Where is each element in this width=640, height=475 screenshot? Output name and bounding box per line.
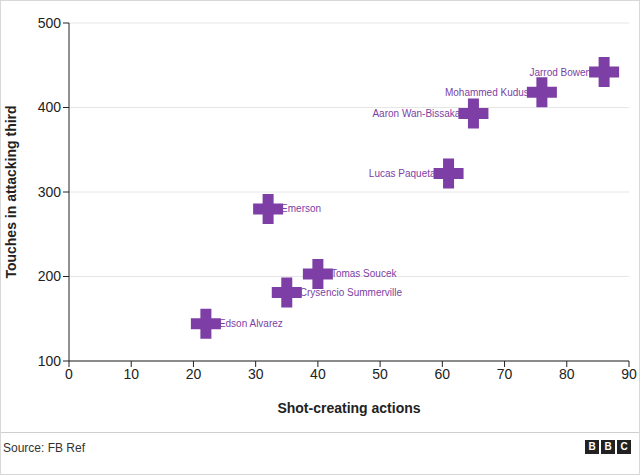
html-text:Source: FB Ref: Source: FB Ref	[3, 441, 85, 455]
svg-text:Aaron Wan-Bissaka: Aaron Wan-Bissaka	[372, 108, 460, 119]
svg-text:Shot-creating actions: Shot-creating actions	[277, 400, 420, 416]
svg-text:10: 10	[123, 366, 139, 382]
svg-text:Emerson: Emerson	[281, 203, 321, 214]
svg-text:400: 400	[38, 99, 62, 115]
html-text:B: B	[588, 441, 596, 452]
svg-text:70: 70	[497, 366, 513, 382]
svg-text:Crysencio Summerville: Crysencio Summerville	[300, 287, 403, 298]
svg-text:60: 60	[435, 366, 451, 382]
svg-text:Mohammed Kudus: Mohammed Kudus	[445, 87, 529, 98]
svg-text:20: 20	[186, 366, 202, 382]
svg-text:30: 30	[248, 366, 264, 382]
html-text:C: C	[620, 441, 628, 452]
svg-text:90: 90	[621, 366, 632, 382]
svg-text:Jarrod Bowen: Jarrod Bowen	[529, 67, 591, 78]
svg-text:Tomas Soucek: Tomas Soucek	[331, 268, 398, 279]
svg-text:100: 100	[38, 353, 62, 369]
svg-text:Edson Alvarez: Edson Alvarez	[219, 318, 283, 329]
svg-text:Lucas Paqueta: Lucas Paqueta	[369, 168, 436, 179]
html-text:B: B	[604, 441, 612, 452]
svg-text:Touches in attacking third: Touches in attacking third	[8, 105, 19, 278]
svg-text:500: 500	[38, 15, 62, 31]
svg-text:200: 200	[38, 268, 62, 284]
svg-text:300: 300	[38, 184, 62, 200]
svg-text:0: 0	[65, 366, 73, 382]
svg-text:40: 40	[310, 366, 326, 382]
svg-text:50: 50	[372, 366, 388, 382]
svg-text:80: 80	[559, 366, 575, 382]
